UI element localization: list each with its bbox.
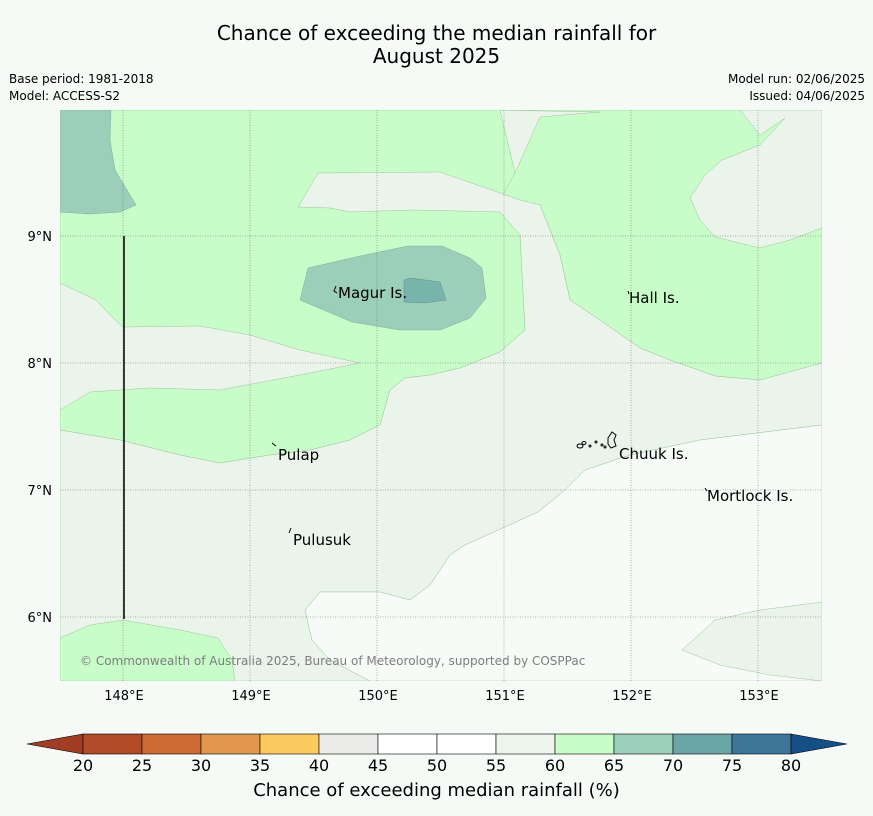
colorbar-tick-label: 75: [722, 756, 742, 775]
colorbar-tick-label: 70: [663, 756, 683, 775]
meta-right: Model run: 02/06/2025 Issued: 04/06/2025: [728, 71, 865, 105]
y-tick-7n: 7°N: [28, 484, 53, 499]
colorbar-segment: [141, 733, 202, 755]
island-hall: [627, 290, 630, 295]
x-tick-151: 151°E: [485, 689, 525, 704]
colorbar-tick-label: 65: [604, 756, 624, 775]
islands: [271, 285, 708, 534]
y-tick-9n: 9°N: [28, 230, 53, 245]
contour-65-70-topleft: [60, 110, 137, 215]
island-mortlock: [704, 487, 708, 492]
colorbar-segment: [731, 733, 792, 755]
colorbar-segment: [259, 733, 320, 755]
x-tick-153: 153°E: [739, 689, 779, 704]
x-tick-150: 150°E: [358, 689, 398, 704]
title-line-1: Chance of exceeding the median rainfall …: [216, 21, 657, 45]
colorbar-segment: [82, 733, 143, 755]
copyright: © Commonwealth of Australia 2025, Bureau…: [80, 654, 585, 668]
colorbar-tick-label: 40: [309, 756, 329, 775]
colorbar-segment: [318, 733, 379, 755]
colorbar-segments: [26, 733, 848, 755]
colorbar-tick-label: 60: [545, 756, 565, 775]
colorbar-tick-label: 80: [781, 756, 801, 775]
colorbar-segment: [377, 733, 438, 755]
x-axis: 148°E 149°E 150°E 151°E 152°E 153°E: [104, 689, 779, 704]
colorbar-tick-label: 55: [486, 756, 506, 775]
place-labels: Magur Is. Hall Is. Pulap Chuuk Is. Mortl…: [278, 284, 793, 549]
x-tick-148: 148°E: [104, 689, 144, 704]
colorbar-tick-label: 50: [427, 756, 447, 775]
island-pulusuk: [288, 527, 292, 534]
colorbar-segment: [672, 733, 733, 755]
colorbar-tick-label: 25: [132, 756, 152, 775]
base-period: Base period: 1981-2018: [9, 72, 154, 86]
island-chuuk: [576, 431, 617, 449]
contour-55-60-br: [681, 601, 822, 681]
colorbar-segment: [613, 733, 674, 755]
y-tick-8n: 8°N: [28, 357, 53, 372]
label-hall: Hall Is.: [629, 289, 680, 307]
colorbar-segment: [200, 733, 261, 755]
map-title: Chance of exceeding the median rainfall …: [0, 22, 873, 68]
colorbar-segment: [495, 733, 556, 755]
x-tick-149: 149°E: [231, 689, 271, 704]
colorbar-tick-label: 45: [368, 756, 388, 775]
colorbar-segment: [554, 733, 615, 755]
colorbar-tick-label: 20: [73, 756, 93, 775]
label-chuuk: Chuuk Is.: [619, 445, 688, 463]
colorbar-tick-label: 35: [250, 756, 270, 775]
colorbar-label: Chance of exceeding median rainfall (%): [253, 780, 620, 801]
contour-60-65-bl: [60, 619, 236, 681]
issued-date: Issued: 04/06/2025: [749, 89, 865, 103]
colorbar-ticks: 20 25 30 35 40 45 50 55 60 65 70 75 80: [73, 756, 801, 775]
graticule: [60, 110, 822, 681]
label-pulusuk: Pulusuk: [293, 531, 351, 549]
colorbar-tick-label: 30: [191, 756, 211, 775]
island-pulap: [271, 442, 277, 447]
colorbar-under-arrow: [26, 733, 84, 755]
title-line-2: August 2025: [372, 44, 501, 68]
contour-70-75-magur: [403, 277, 447, 304]
contour-65-70-magur: [299, 245, 487, 331]
y-axis: 9°N 8°N 7°N 6°N: [28, 230, 53, 626]
meta-left: Base period: 1981-2018 Model: ACCESS-S2: [9, 71, 154, 105]
label-mortlock: Mortlock Is.: [707, 487, 793, 505]
island-magur: [333, 285, 338, 294]
x-tick-152: 152°E: [612, 689, 652, 704]
y-tick-6n: 6°N: [28, 611, 53, 626]
colorbar-segment: [436, 733, 497, 755]
model-name: Model: ACCESS-S2: [9, 89, 121, 103]
label-magur: Magur Is.: [338, 284, 407, 302]
colorbar-over-arrow: [790, 733, 848, 755]
model-run: Model run: 02/06/2025: [727, 72, 865, 86]
label-pulap: Pulap: [278, 446, 319, 464]
